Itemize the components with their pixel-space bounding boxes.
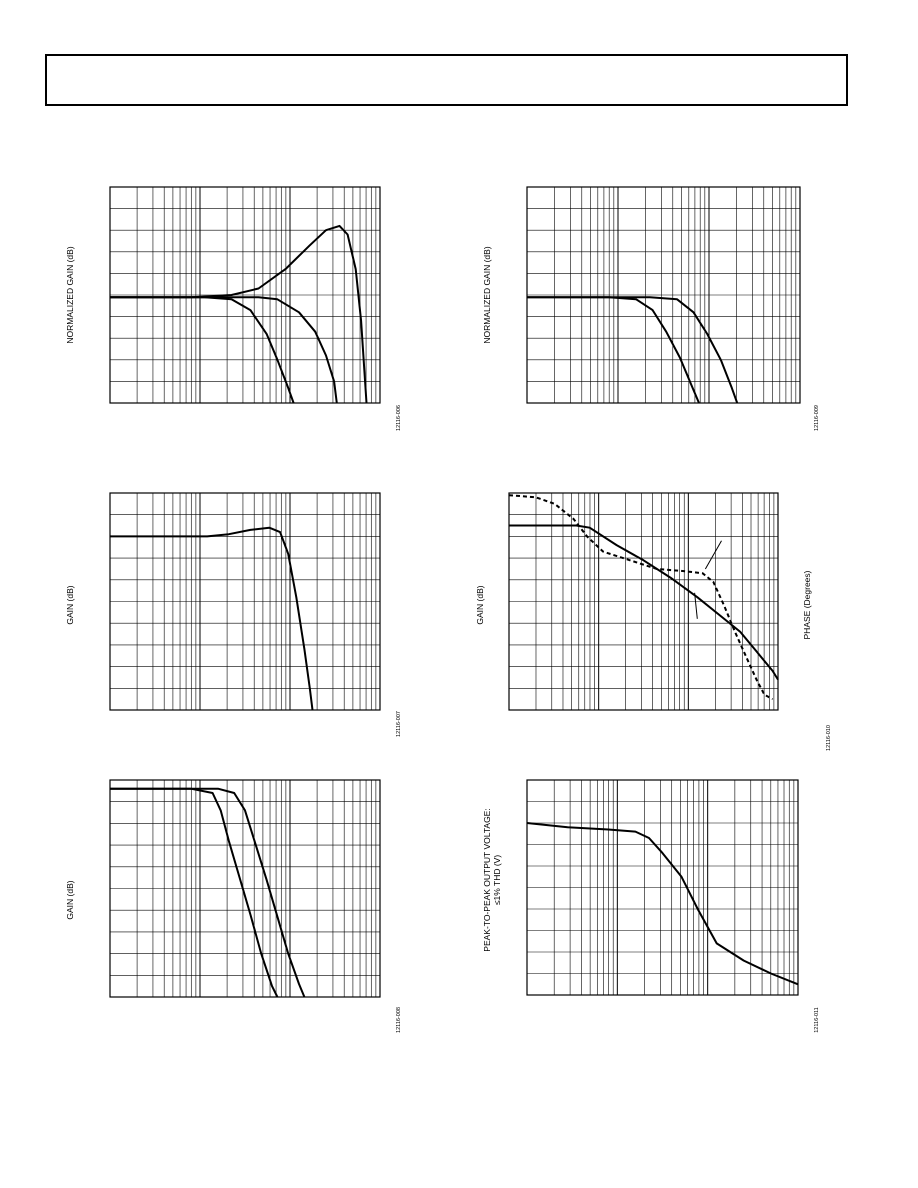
- fig-mr-ylabel-secondary: PHASE (Degrees): [802, 570, 812, 639]
- plot-frame: [109, 186, 381, 404]
- fig-bl-series-0: [110, 787, 306, 998]
- fig-mr-series-0: [509, 524, 779, 681]
- plot-frame: [508, 492, 779, 711]
- fig-mr-chart: GAIN (dB) PHASE (Degrees) 12116-010: [475, 492, 832, 751]
- plot-frame: [526, 186, 801, 404]
- fig-tl-chart: NORMALIZED GAIN (dB) 12116-006: [65, 186, 402, 431]
- fig-tl-series-2: [110, 296, 295, 404]
- fig-br-figure-id: 12116-011: [814, 1007, 820, 1033]
- fig-ml-series-0: [110, 526, 314, 711]
- fig-br-chart: PEAK-TO-PEAK OUTPUT VOLTAGE: ≤1% THD (V) 1…: [482, 779, 820, 1033]
- fig-tr-chart: NORMALIZED GAIN (dB) 12116-009: [482, 186, 820, 431]
- fig-tl-series-1: [110, 296, 338, 404]
- fig-ml-chart: GAIN (dB) 12116-007: [65, 492, 402, 737]
- callout-arrow: [704, 540, 722, 570]
- fig-tr-series-0: [527, 296, 739, 404]
- fig-bl-series-1: [110, 787, 279, 998]
- fig-tl-ylabel: NORMALIZED GAIN (dB): [65, 246, 75, 343]
- fig-bl-figure-id: 12116-008: [396, 1007, 402, 1033]
- fig-ml-ylabel: GAIN (dB): [65, 585, 75, 624]
- plot-frame: [109, 492, 381, 711]
- fig-ml-figure-id: 12116-007: [396, 711, 402, 737]
- fig-tr-figure-id: 12116-009: [814, 405, 820, 431]
- fig-bl-chart: GAIN (dB) 12116-008: [65, 779, 402, 1033]
- fig-mr-callouts: [694, 540, 722, 619]
- fig-mr-ylabel: GAIN (dB): [475, 585, 485, 624]
- fig-br-ylabel: PEAK-TO-PEAK OUTPUT VOLTAGE:: [482, 808, 492, 951]
- fig-tl-figure-id: 12116-006: [396, 405, 402, 431]
- fig-tr-ylabel: NORMALIZED GAIN (dB): [482, 246, 492, 343]
- fig-mr-figure-id: 12116-010: [826, 725, 832, 751]
- fig-mr-series-1: [508, 494, 774, 700]
- fig-br-ylabel-line2: ≤1% THD (V): [492, 855, 502, 905]
- fig-tr-series-1: [527, 296, 700, 404]
- plot-frame: [526, 779, 799, 996]
- page-header-box: [45, 54, 848, 106]
- fig-br-series-0: [526, 822, 799, 986]
- callout-arrow: [694, 592, 698, 619]
- fig-tl-series-0: [110, 224, 368, 404]
- fig-bl-ylabel: GAIN (dB): [65, 880, 75, 919]
- plot-frame: [109, 779, 381, 998]
